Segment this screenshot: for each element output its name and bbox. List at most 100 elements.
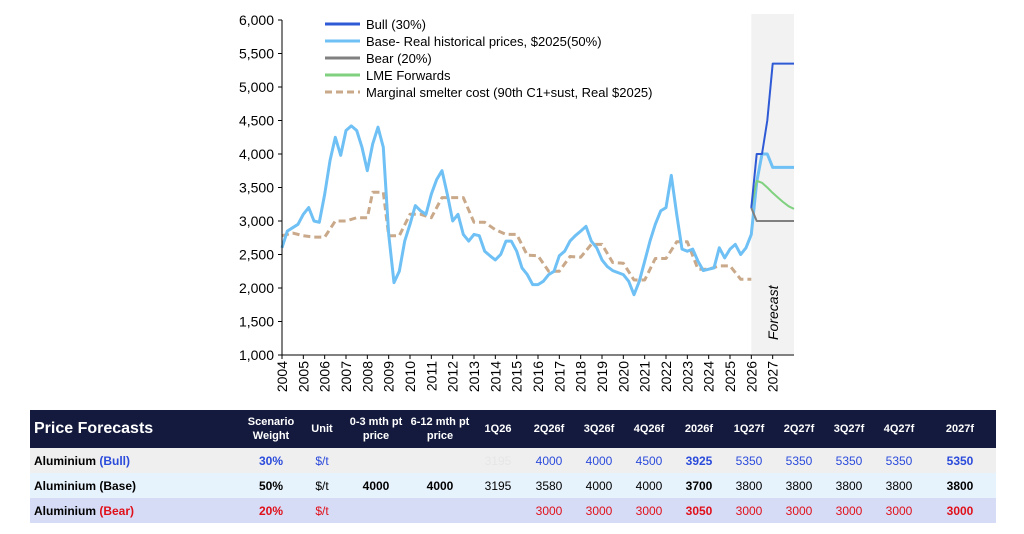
x-tick-label: 2012 xyxy=(445,361,461,392)
cell-forward xyxy=(408,498,472,523)
cell-weight: 30% xyxy=(242,448,300,473)
header-period: 2Q26f xyxy=(524,410,574,448)
table-row-bear: Aluminium (Bear) 20% $/t 3000 3000 3000 … xyxy=(30,498,996,523)
cell-value: 3000 xyxy=(824,498,874,523)
x-tick-label: 2017 xyxy=(551,361,567,392)
y-tick-label: 3,500 xyxy=(239,180,274,196)
cell-value: 3000 xyxy=(624,498,674,523)
legend-label: Bull (30%) xyxy=(366,17,426,32)
cell-value: 3800 xyxy=(874,473,924,498)
cell-value: 3800 xyxy=(824,473,874,498)
cell-value: 3000 xyxy=(924,498,996,523)
header-period: 2027f xyxy=(924,410,996,448)
price-forecast-table: Price Forecasts Scenario Weight Unit 0-3… xyxy=(30,410,996,523)
cell-spot: 4000 xyxy=(344,473,408,498)
cell-weight: 20% xyxy=(242,498,300,523)
series-line-1 xyxy=(280,124,794,297)
cell-value: 4000 xyxy=(574,473,624,498)
x-tick-label: 2023 xyxy=(679,361,695,392)
cell-value: 3800 xyxy=(774,473,824,498)
x-tick-label: 2014 xyxy=(487,361,503,392)
y-tick-label: 2,500 xyxy=(239,247,274,263)
y-tick-label: 4,500 xyxy=(239,113,274,129)
x-tick-label: 2026 xyxy=(743,361,759,392)
x-tick-label: 2011 xyxy=(423,361,439,391)
x-tick-label: 2008 xyxy=(359,361,375,392)
series-line-0 xyxy=(750,62,794,208)
cell-value: 5350 xyxy=(874,448,924,473)
cell-value: 3580 xyxy=(524,473,574,498)
series-line-3 xyxy=(750,179,795,210)
row-label-prefix: Aluminium xyxy=(34,453,100,468)
header-period: 1Q27f xyxy=(724,410,774,448)
series-layer xyxy=(280,62,795,297)
x-tick-label: 2024 xyxy=(701,361,717,392)
legend-label: Bear (20%) xyxy=(366,51,432,66)
x-tick-label: 2022 xyxy=(658,361,674,392)
cell-forward xyxy=(408,448,472,473)
header-weight: Scenario Weight xyxy=(242,410,300,448)
row-label-tag: (Bull) xyxy=(99,453,130,468)
cell-value: 3000 xyxy=(774,498,824,523)
y-tick-labels: 1,000 1,500 2,000 2,500 3,000 3,500 4,000 4,500… xyxy=(239,12,282,363)
cell-unit: $/t xyxy=(300,473,344,498)
x-tick-label: 2027 xyxy=(765,361,781,392)
table-header-row: Price Forecasts Scenario Weight Unit 0-3… xyxy=(30,410,996,448)
row-label: Aluminium (Base) xyxy=(30,473,242,498)
cell-value: 3000 xyxy=(524,498,574,523)
row-label-prefix: Aluminium xyxy=(34,503,100,518)
header-period: 1Q26 xyxy=(472,410,524,448)
cell-value: 4000 xyxy=(524,448,574,473)
header-period: 3Q26f xyxy=(574,410,624,448)
row-label-tag: (Base) xyxy=(99,478,137,493)
header-spot: 0-3 mth pt price xyxy=(344,410,408,448)
row-label-prefix: Aluminium xyxy=(34,478,100,493)
cell-value: 3195 xyxy=(472,448,524,473)
x-tick-labels: 2004 2005 2006 2007 2008 2009 2010 2011 2012 2013… xyxy=(274,355,781,392)
cell-value: 3050 xyxy=(674,498,724,523)
cell-value: 4000 xyxy=(574,448,624,473)
header-period: 4Q27f xyxy=(874,410,924,448)
cell-value: 3700 xyxy=(674,473,724,498)
row-label: Aluminium (Bull) xyxy=(30,448,242,473)
y-tick-label: 5,000 xyxy=(239,79,274,95)
x-tick-label: 2021 xyxy=(637,361,653,392)
y-tick-label: 3,000 xyxy=(239,213,274,229)
price-chart: Forecast 1,000 1,500 2,000 2,500 3,000 3,500 4… xyxy=(239,12,795,392)
cell-unit: $/t xyxy=(300,448,344,473)
y-tick-label: 4,000 xyxy=(239,146,274,162)
legend-label: LME Forwards xyxy=(366,68,451,83)
header-unit: Unit xyxy=(300,410,344,448)
cell-value: 3800 xyxy=(724,473,774,498)
series-line-4 xyxy=(281,190,752,282)
cell-value xyxy=(472,498,524,523)
legend-label: Marginal smelter cost (90th C1+sust, Rea… xyxy=(366,85,653,100)
cell-value: 4000 xyxy=(624,473,674,498)
header-period: 4Q26f xyxy=(624,410,674,448)
cell-unit: $/t xyxy=(300,498,344,523)
header-period: 3Q27f xyxy=(824,410,874,448)
x-tick-label: 2013 xyxy=(466,361,482,392)
cell-value: 3800 xyxy=(924,473,996,498)
cell-forward: 4000 xyxy=(408,473,472,498)
table-row-bull: Aluminium (Bull) 30% $/t 3195 4000 4000 … xyxy=(30,448,996,473)
cell-spot xyxy=(344,448,408,473)
forecast-label: Forecast xyxy=(765,284,781,340)
cell-value: 5350 xyxy=(724,448,774,473)
x-tick-label: 2020 xyxy=(615,361,631,392)
header-period: 2Q27f xyxy=(774,410,824,448)
legend-label: Base- Real historical prices, $2025(50%) xyxy=(366,34,602,49)
cell-value: 4500 xyxy=(624,448,674,473)
table-row-base: Aluminium (Base) 50% $/t 4000 4000 3195 … xyxy=(30,473,996,498)
x-tick-label: 2006 xyxy=(317,361,333,392)
row-label-tag: (Bear) xyxy=(99,503,135,518)
table-title: Price Forecasts xyxy=(30,410,242,448)
y-tick-label: 5,500 xyxy=(239,46,274,62)
x-tick-label: 2009 xyxy=(381,361,397,392)
cell-value: 3000 xyxy=(574,498,624,523)
y-tick-label: 2,000 xyxy=(239,280,274,296)
cell-value: 5350 xyxy=(924,448,996,473)
cell-weight: 50% xyxy=(242,473,300,498)
header-period: 2026f xyxy=(674,410,724,448)
series-line-2 xyxy=(750,207,794,222)
